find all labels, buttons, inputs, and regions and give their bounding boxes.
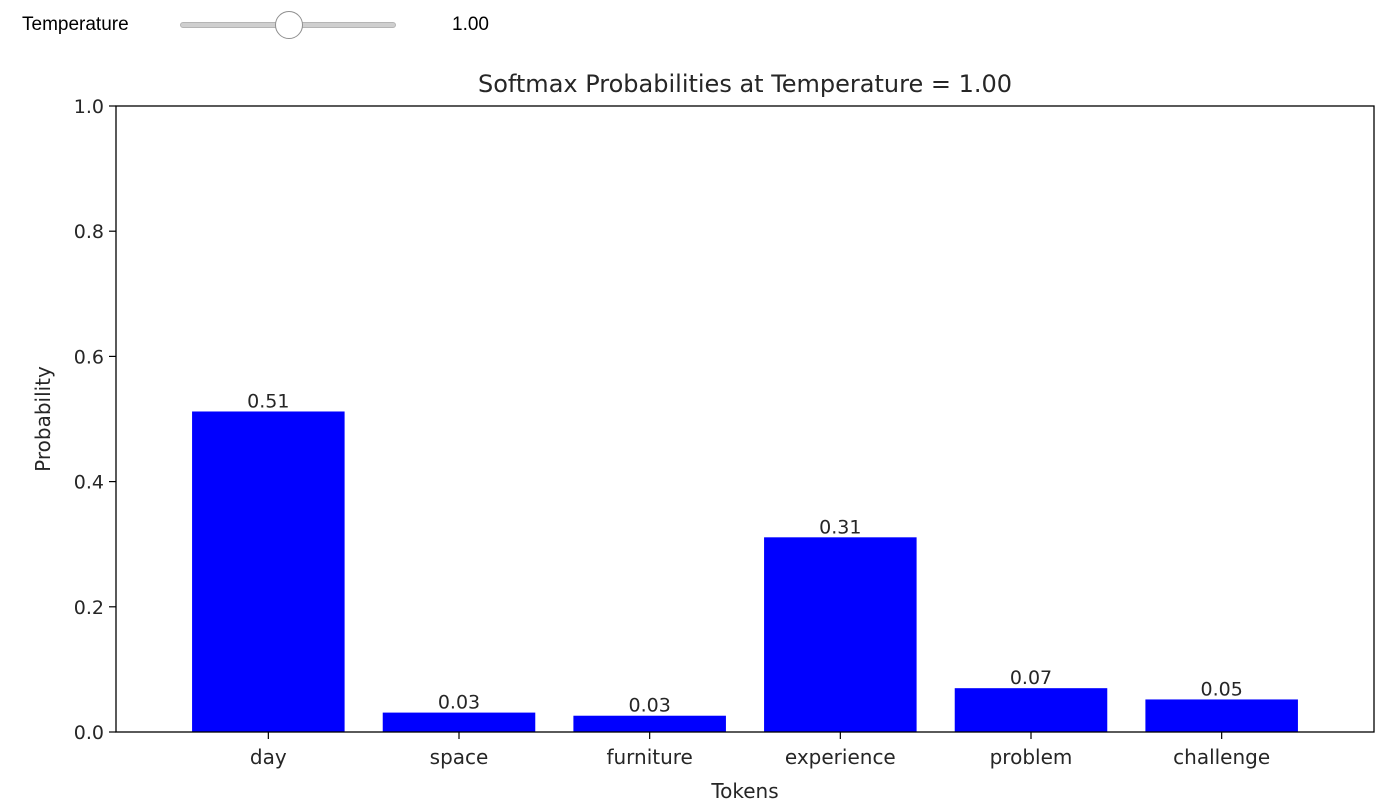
bar-space	[382, 712, 536, 732]
bar-value-label: 0.31	[819, 516, 861, 538]
temperature-slider-label: Temperature	[22, 14, 129, 35]
x-tick-label: furniture	[606, 745, 692, 769]
x-axis-label: Tokens	[710, 779, 778, 803]
x-tick-label: challenge	[1173, 745, 1270, 769]
y-tick-label: 0.0	[74, 722, 104, 744]
bar-furniture	[573, 715, 726, 732]
y-axis-label: Probability	[31, 366, 55, 472]
plot-frame	[115, 105, 1375, 733]
bars-group: 0.51 0.03 0.03 0.31 0.07 0.05	[192, 390, 1298, 732]
bar-value-label: 0.07	[1010, 667, 1052, 689]
bar-value-label: 0.03	[438, 692, 480, 714]
chart-title: Softmax Probabilities at Temperature = 1…	[478, 70, 1012, 98]
bar-value-label: 0.03	[629, 695, 671, 717]
bar-day	[192, 411, 345, 732]
y-tick-label: 1.0	[74, 96, 104, 118]
y-tick-label: 0.4	[74, 472, 104, 494]
temperature-controls: Temperature 1.00	[0, 0, 1400, 52]
bar-value-label: 0.05	[1201, 678, 1243, 700]
bar-experience	[764, 537, 917, 732]
x-tick-label: problem	[990, 745, 1073, 769]
bar-challenge	[1145, 699, 1298, 732]
bar-problem	[954, 688, 1108, 732]
temperature-slider-value: 1.00	[452, 14, 489, 35]
x-axis: day space furniture experience problem challe…	[250, 732, 1270, 769]
x-tick-label: space	[430, 745, 489, 769]
temperature-slider-handle[interactable]	[275, 11, 303, 39]
y-tick-label: 0.8	[74, 221, 104, 243]
x-tick-label: experience	[785, 745, 896, 769]
x-tick-label: day	[250, 745, 287, 769]
y-tick-label: 0.6	[74, 346, 104, 368]
y-tick-label: 0.2	[74, 597, 104, 619]
softmax-bar-chart: Softmax Probabilities at Temperature = 1…	[31, 70, 1375, 803]
bar-value-label: 0.51	[247, 390, 289, 412]
y-axis: 0.0 0.2 0.4 0.6 0.8 1.0	[74, 96, 116, 744]
